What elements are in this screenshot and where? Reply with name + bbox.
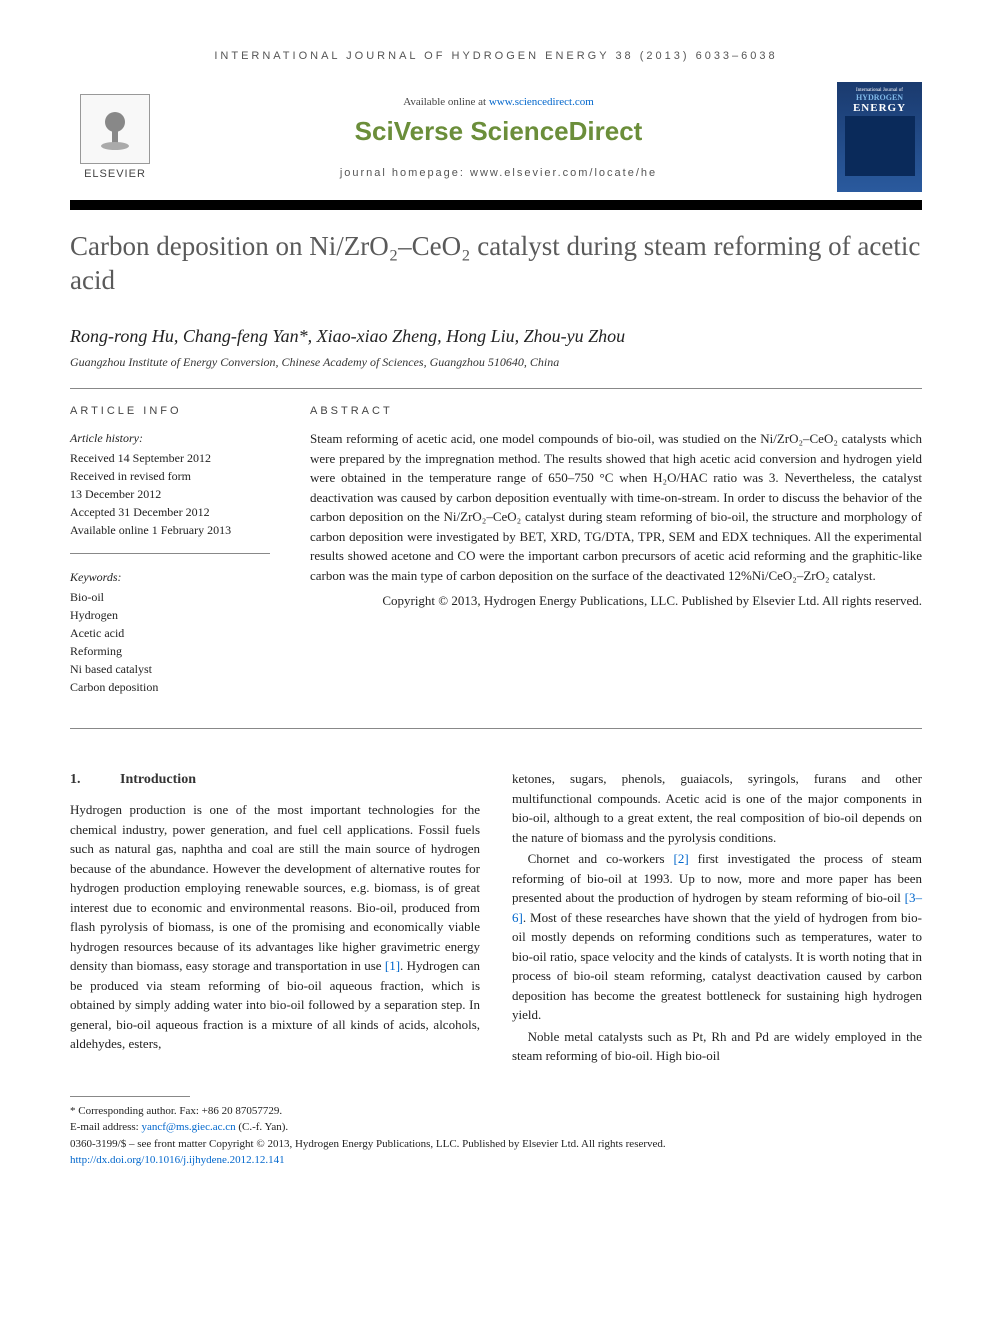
keyword: Hydrogen [70,606,270,624]
section-title: Introduction [120,772,196,787]
cover-graphic [845,116,915,176]
info-divider [70,553,270,554]
keyword: Ni based catalyst [70,660,270,678]
elsevier-logo: ELSEVIER [70,87,160,187]
citation-link[interactable]: [1] [385,958,400,973]
body-column-left: 1.Introduction Hydrogen production is on… [70,769,480,1066]
citation-link[interactable]: [2] [674,851,689,866]
available-online-text: Available online at www.sciencedirect.co… [160,96,837,108]
article-history-block: Article history: Received 14 September 2… [70,429,270,539]
keyword: Bio-oil [70,588,270,606]
affiliation: Guangzhou Institute of Energy Conversion… [70,355,922,370]
article-title: Carbon deposition on Ni/ZrO₂–CeO₂ cataly… [70,230,922,298]
text-run: . Most of these researches have shown th… [512,910,922,1023]
elsevier-label: ELSEVIER [84,168,146,180]
accepted-date: Accepted 31 December 2012 [70,503,270,521]
body-paragraph: ketones, sugars, phenols, guaiacols, syr… [512,769,922,847]
email-link[interactable]: yancf@ms.giec.ac.cn [141,1121,235,1133]
corresponding-author: * Corresponding author. Fax: +86 20 8705… [70,1103,922,1120]
journal-homepage-label: journal homepage: www.elsevier.com/locat… [160,167,837,179]
available-prefix: Available online at [403,96,489,108]
keyword: Carbon deposition [70,678,270,696]
author-list: Rong-rong Hu, Chang-feng Yan*, Xiao-xiao… [70,326,922,347]
email-suffix: (C.-f. Yan). [236,1121,289,1133]
divider-below-abstract [70,728,922,729]
keywords-label: Keywords: [70,568,270,586]
journal-cover-thumbnail: International Journal of HYDROGEN ENERGY [837,82,922,192]
abstract-copyright: Copyright © 2013, Hydrogen Energy Public… [310,591,922,611]
body-paragraph: Noble metal catalysts such as Pt, Rh and… [512,1027,922,1066]
banner-center: Available online at www.sciencedirect.co… [160,96,837,179]
info-abstract-row: ARTICLE INFO Article history: Received 1… [70,403,922,711]
abstract-column: ABSTRACT Steam reforming of acetic acid,… [310,403,922,711]
cover-line3: ENERGY [853,102,906,114]
keyword: Acetic acid [70,624,270,642]
revised-date: 13 December 2012 [70,485,270,503]
divider-thin [70,388,922,389]
section-heading: 1.Introduction [70,769,480,790]
body-column-right: ketones, sugars, phenols, guaiacols, syr… [512,769,922,1066]
sciencedirect-link[interactable]: www.sciencedirect.com [489,96,594,108]
article-info-column: ARTICLE INFO Article history: Received 1… [70,403,270,711]
black-divider-bar [70,200,922,210]
cover-line2: HYDROGEN [856,93,903,102]
issn-line: 0360-3199/$ – see front matter Copyright… [70,1136,922,1153]
keyword: Reforming [70,642,270,660]
elsevier-tree-icon [80,94,150,164]
email-label: E-mail address: [70,1121,141,1133]
email-line: E-mail address: yancf@ms.giec.ac.cn (C.-… [70,1119,922,1136]
publisher-banner: ELSEVIER Available online at www.science… [70,82,922,192]
footnotes-block: * Corresponding author. Fax: +86 20 8705… [70,1103,922,1169]
history-label: Article history: [70,429,270,447]
keywords-block: Keywords: Bio-oil Hydrogen Acetic acid R… [70,568,270,696]
received-date: Received 14 September 2012 [70,449,270,467]
sciverse-logo: SciVerse ScienceDirect [160,116,837,147]
text-run: Hydrogen production is one of the most i… [70,802,480,973]
body-paragraph: Chornet and co-workers [2] first investi… [512,849,922,1025]
body-two-columns: 1.Introduction Hydrogen production is on… [70,769,922,1066]
body-paragraph: Hydrogen production is one of the most i… [70,800,480,1054]
doi-link[interactable]: http://dx.doi.org/10.1016/j.ijhydene.201… [70,1154,285,1166]
section-number: 1. [70,769,120,790]
journal-citation-header: INTERNATIONAL JOURNAL OF HYDROGEN ENERGY… [70,50,922,62]
text-run: Chornet and co-workers [528,851,674,866]
online-date: Available online 1 February 2013 [70,521,270,539]
abstract-heading: ABSTRACT [310,403,922,420]
footnote-separator [70,1096,190,1097]
revised-label: Received in revised form [70,467,270,485]
article-info-heading: ARTICLE INFO [70,403,270,420]
abstract-text: Steam reforming of acetic acid, one mode… [310,429,922,585]
